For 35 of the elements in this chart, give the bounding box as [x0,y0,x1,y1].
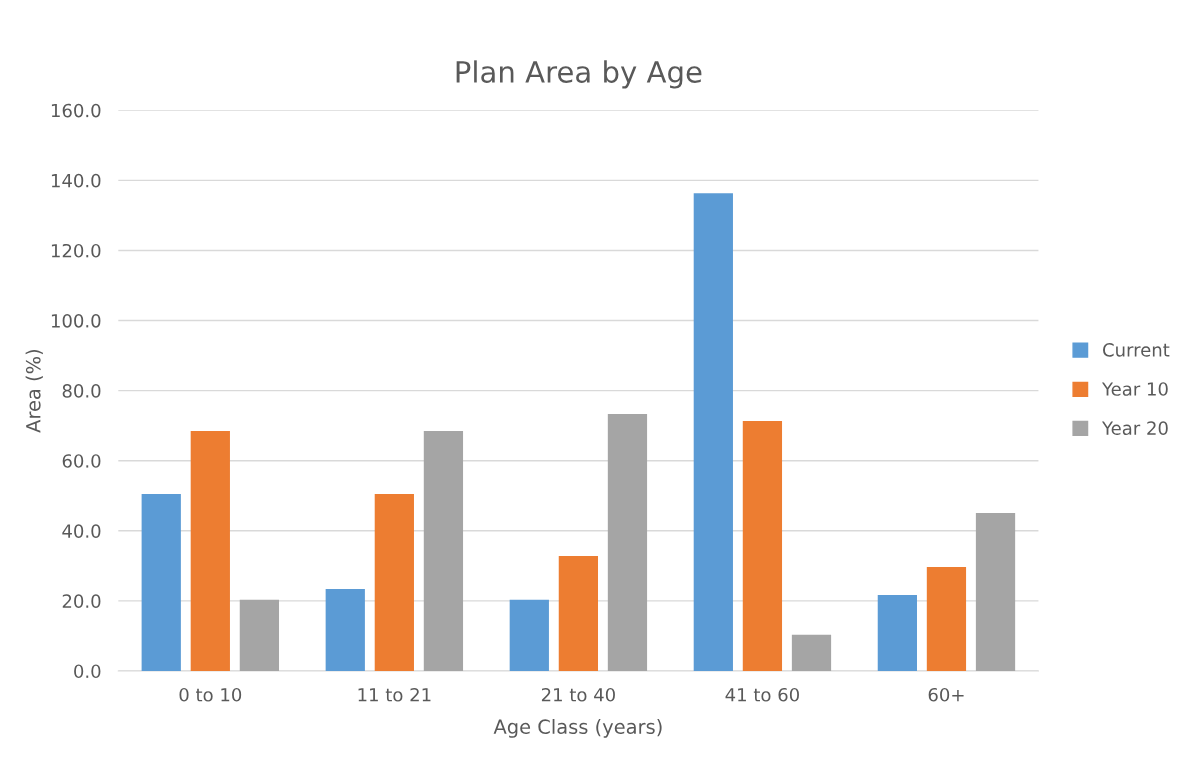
bar [607,414,648,671]
x-axis-title: Age Class (years) [493,718,662,738]
y-tick-label: 80.0 [62,384,101,398]
bar [509,599,549,671]
x-tick-label: 11 to 21 [358,687,431,702]
y-tick-label: 160.0 [51,103,101,118]
chart-title: Plan Area by Age [456,60,702,89]
y-axis-title: Area (%) [25,350,43,433]
y-tick-label: 40.0 [62,524,101,538]
bar [877,594,917,671]
bar [325,588,365,671]
bar [423,430,464,671]
y-tick-label: 60.0 [62,454,101,468]
legend-label: Current [1103,343,1170,357]
bar [141,493,181,671]
bar [742,421,783,671]
legend-label: Year 20 [1101,421,1168,435]
x-tick-label: 41 to 60 [725,687,799,702]
bar [693,193,733,671]
bar [926,566,967,671]
bar [239,599,280,671]
y-tick-label: 100.0 [51,313,101,328]
bar [190,430,230,671]
bar [975,512,1016,671]
x-tick-label: 60+ [928,687,964,702]
y-tick-label: 120.0 [51,243,101,258]
y-tick-label: 20.0 [62,594,101,608]
bar [791,634,832,671]
y-tick-label: 0.0 [74,664,101,679]
bar [558,556,599,671]
legend-label: Year 10 [1101,382,1168,396]
y-tick-label: 140.0 [51,173,101,188]
x-tick-label: 0 to 10 [179,687,242,702]
x-tick-label: 21 to 40 [541,687,615,702]
bar [374,493,414,671]
